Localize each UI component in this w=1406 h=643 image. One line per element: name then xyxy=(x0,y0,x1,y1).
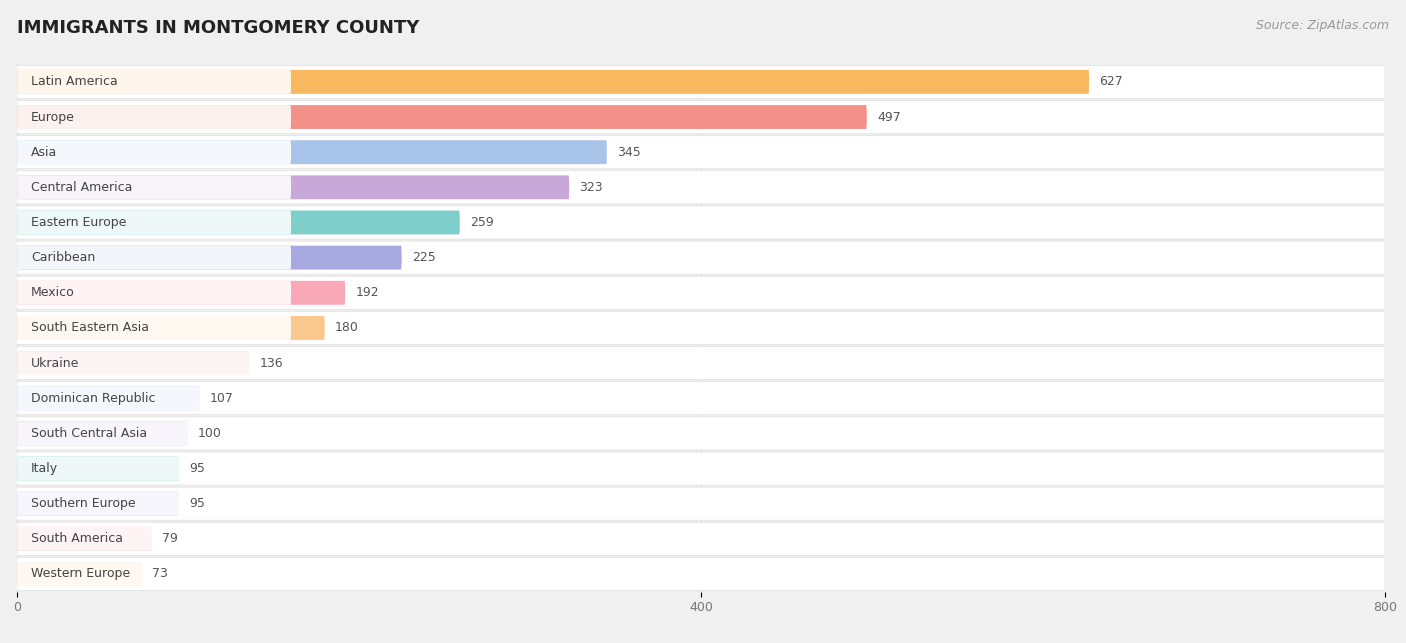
Text: 259: 259 xyxy=(470,216,494,229)
Text: 225: 225 xyxy=(412,251,436,264)
Text: 107: 107 xyxy=(209,392,233,404)
Text: Latin America: Latin America xyxy=(31,75,118,88)
Text: Italy: Italy xyxy=(31,462,58,475)
Text: 136: 136 xyxy=(260,357,284,370)
Text: 79: 79 xyxy=(162,532,179,545)
Text: South America: South America xyxy=(31,532,124,545)
Text: Central America: Central America xyxy=(31,181,132,194)
FancyBboxPatch shape xyxy=(17,492,180,516)
FancyBboxPatch shape xyxy=(17,351,291,375)
FancyBboxPatch shape xyxy=(17,386,200,410)
Text: 100: 100 xyxy=(198,427,222,440)
Text: 73: 73 xyxy=(152,568,167,581)
Text: 497: 497 xyxy=(877,111,901,123)
FancyBboxPatch shape xyxy=(17,246,402,269)
FancyBboxPatch shape xyxy=(17,140,291,164)
FancyBboxPatch shape xyxy=(17,421,291,446)
Text: Dominican Republic: Dominican Republic xyxy=(31,392,156,404)
Text: Asia: Asia xyxy=(31,146,58,159)
Text: 323: 323 xyxy=(579,181,603,194)
FancyBboxPatch shape xyxy=(17,522,1385,556)
Text: Southern Europe: Southern Europe xyxy=(31,497,136,510)
Text: Mexico: Mexico xyxy=(31,286,75,299)
FancyBboxPatch shape xyxy=(17,311,1385,345)
FancyBboxPatch shape xyxy=(17,421,188,446)
Text: South Eastern Asia: South Eastern Asia xyxy=(31,322,149,334)
FancyBboxPatch shape xyxy=(17,210,291,235)
FancyBboxPatch shape xyxy=(17,457,180,480)
FancyBboxPatch shape xyxy=(17,70,1090,94)
FancyBboxPatch shape xyxy=(17,557,1385,590)
Text: 95: 95 xyxy=(190,462,205,475)
FancyBboxPatch shape xyxy=(17,176,569,199)
FancyBboxPatch shape xyxy=(17,316,325,340)
FancyBboxPatch shape xyxy=(17,351,249,375)
Text: Europe: Europe xyxy=(31,111,75,123)
FancyBboxPatch shape xyxy=(17,492,291,516)
Text: 180: 180 xyxy=(335,322,359,334)
FancyBboxPatch shape xyxy=(17,417,1385,450)
FancyBboxPatch shape xyxy=(17,457,291,480)
FancyBboxPatch shape xyxy=(17,562,291,586)
FancyBboxPatch shape xyxy=(17,70,291,94)
FancyBboxPatch shape xyxy=(17,246,291,269)
FancyBboxPatch shape xyxy=(17,66,1385,98)
FancyBboxPatch shape xyxy=(17,527,152,551)
FancyBboxPatch shape xyxy=(17,100,1385,134)
Text: IMMIGRANTS IN MONTGOMERY COUNTY: IMMIGRANTS IN MONTGOMERY COUNTY xyxy=(17,19,419,37)
Text: Caribbean: Caribbean xyxy=(31,251,96,264)
FancyBboxPatch shape xyxy=(17,386,291,410)
FancyBboxPatch shape xyxy=(17,105,291,129)
Text: Source: ZipAtlas.com: Source: ZipAtlas.com xyxy=(1256,19,1389,32)
Text: 627: 627 xyxy=(1099,75,1123,88)
Text: South Central Asia: South Central Asia xyxy=(31,427,148,440)
FancyBboxPatch shape xyxy=(17,206,1385,239)
Text: 345: 345 xyxy=(617,146,641,159)
FancyBboxPatch shape xyxy=(17,281,346,305)
Text: 95: 95 xyxy=(190,497,205,510)
FancyBboxPatch shape xyxy=(17,487,1385,520)
FancyBboxPatch shape xyxy=(17,562,142,586)
FancyBboxPatch shape xyxy=(17,171,1385,204)
Text: 192: 192 xyxy=(356,286,380,299)
FancyBboxPatch shape xyxy=(17,452,1385,485)
Text: Western Europe: Western Europe xyxy=(31,568,131,581)
FancyBboxPatch shape xyxy=(17,527,291,551)
FancyBboxPatch shape xyxy=(17,347,1385,379)
FancyBboxPatch shape xyxy=(17,105,866,129)
FancyBboxPatch shape xyxy=(17,140,607,164)
FancyBboxPatch shape xyxy=(17,382,1385,415)
FancyBboxPatch shape xyxy=(17,241,1385,274)
FancyBboxPatch shape xyxy=(17,136,1385,168)
Text: Ukraine: Ukraine xyxy=(31,357,80,370)
Text: Eastern Europe: Eastern Europe xyxy=(31,216,127,229)
FancyBboxPatch shape xyxy=(17,210,460,235)
FancyBboxPatch shape xyxy=(17,176,291,199)
FancyBboxPatch shape xyxy=(17,281,291,305)
FancyBboxPatch shape xyxy=(17,316,291,340)
FancyBboxPatch shape xyxy=(17,276,1385,309)
